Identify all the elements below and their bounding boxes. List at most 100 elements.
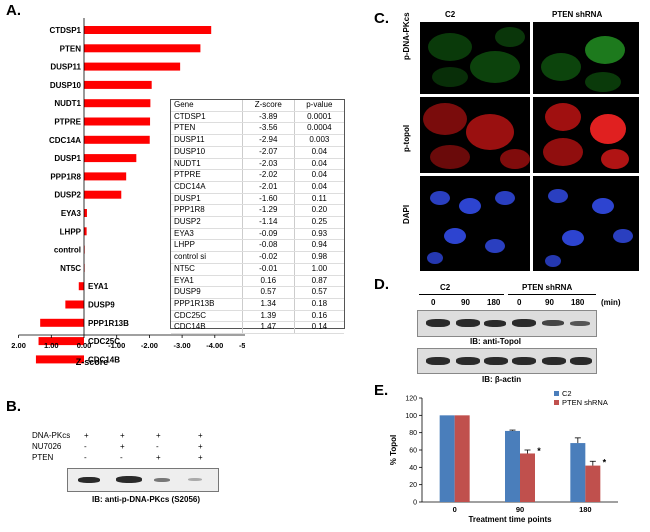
table-cell: -0.08 (242, 239, 295, 253)
x-tick-label: -5.00 (239, 341, 245, 350)
blot-band (570, 321, 590, 326)
bar-dusp1 (84, 154, 137, 163)
table-cell: -0.02 (242, 251, 295, 264)
table-row: DUSP9 0.57 0.57 (171, 286, 344, 299)
table-cell: -2.07 (242, 146, 295, 159)
table-row: PPP1R8 -1.29 0.20 (171, 204, 344, 218)
bar-cdc14b (35, 355, 84, 364)
table-cell: 1.39 (242, 310, 295, 323)
table-cell: PTPRE (171, 169, 243, 182)
bar-label-eya1: EYA1 (88, 282, 109, 291)
col-label-pten: PTEN shRNA (552, 10, 603, 19)
table-cell: DUSP11 (171, 134, 243, 147)
bar-c2-180 (570, 443, 586, 502)
table-header-row: Gene Z-score p-value (171, 100, 344, 112)
legend-swatch (554, 400, 559, 405)
table-cell: 1.00 (294, 263, 344, 276)
bar-label-ppp1r8: PPP1R8 (50, 172, 81, 181)
table-header-cell: Gene (171, 100, 243, 112)
treatment-mark: + (120, 431, 125, 440)
bar-label-cdc14a: CDC14A (49, 136, 81, 145)
x-tick-label: -4.00 (206, 341, 223, 350)
y-tick-label: 100 (405, 413, 417, 420)
table-cell: EYA3 (171, 228, 243, 241)
y-axis-title: % TopoI (389, 435, 398, 466)
time-label: 180 (571, 298, 585, 307)
x-axis-title: Treatment time points (468, 515, 552, 524)
table-row: PTEN -3.56 0.0004 (171, 122, 344, 136)
blot-band (78, 477, 100, 483)
table-cell: CDC25C (171, 310, 243, 323)
micrograph-c2-ptopoi (420, 97, 530, 173)
bar-pten-shrna-90 (520, 453, 535, 502)
treatment-mark: + (198, 442, 203, 451)
bar-ppp1r8 (84, 172, 127, 181)
table-cell: 0.16 (294, 310, 344, 323)
table-cell: 0.0001 (294, 111, 344, 124)
panel-a-label: A. (6, 2, 21, 19)
table-cell: 0.04 (294, 146, 344, 159)
bar-label-dusp10: DUSP10 (50, 81, 82, 90)
micrograph-c2-dapi (420, 176, 530, 271)
bar-dusp2 (84, 190, 122, 199)
x-tick-label: -3.00 (174, 341, 191, 350)
bar-label-control: control (54, 246, 81, 255)
table-header-cell: p-value (294, 100, 344, 112)
table-cell: NT5C (171, 263, 243, 276)
x-tick-label: 0.00 (77, 341, 92, 350)
x-tick-label: -2.00 (141, 341, 158, 350)
table-row: CDC14B 1.47 0.14 (171, 321, 344, 335)
table-row: DUSP1 -1.60 0.11 (171, 193, 344, 206)
bar-label-eya3: EYA3 (61, 209, 82, 218)
treatment-mark: - (84, 453, 87, 462)
x-tick-label: 0 (453, 505, 457, 514)
table-cell: 0.003 (294, 134, 344, 147)
micrograph-c2-pdnapkcs (420, 22, 530, 94)
bar-label-ppp1r13b: PPP1R13B (88, 319, 129, 328)
table-cell: 0.93 (294, 228, 344, 241)
bar-nudt1 (84, 99, 151, 108)
treatment-mark: - (120, 453, 123, 462)
table-cell: -2.03 (242, 158, 295, 171)
bar-lhpp (84, 227, 87, 236)
table-cell: -2.02 (242, 169, 295, 182)
table-cell: -1.14 (242, 216, 295, 229)
treatment-mark: - (156, 442, 159, 451)
treatment-label: DNA-PKcs (32, 431, 71, 440)
blot-band (116, 476, 142, 483)
group-c2: C2 (440, 283, 451, 292)
treatment-mark: + (156, 431, 161, 440)
blot-band (570, 357, 592, 365)
table-row: PTPRE -2.02 0.04 (171, 169, 344, 182)
table-cell: 0.14 (294, 321, 344, 335)
legend-label: C2 (562, 389, 572, 398)
y-tick-label: 40 (409, 465, 417, 472)
bar-c2-90 (505, 430, 520, 502)
table-cell: 0.57 (294, 286, 344, 299)
table-row: CDC25C 1.39 0.16 (171, 310, 344, 323)
bar-label-lhpp: LHPP (60, 227, 82, 236)
blot-band (426, 357, 450, 365)
actin-blot (417, 348, 597, 374)
table-cell: EYA1 (171, 275, 243, 288)
table-row: DUSP10 -2.07 0.04 (171, 146, 344, 159)
time-label: 90 (461, 298, 470, 307)
treatment-label: PTEN (32, 453, 54, 462)
blot-band (426, 319, 450, 327)
x-tick-label: 180 (579, 505, 592, 514)
table-cell: PTEN (171, 122, 243, 136)
z-score-table: Gene Z-score p-value CTDSP1 -3.89 0.0001 PTEN -… (170, 99, 345, 335)
table-row: EYA1 0.16 0.87 (171, 275, 344, 288)
bar-pten-shrna-180 (585, 465, 601, 502)
table-cell: -2.94 (242, 134, 295, 147)
table-row: DUSP2 -1.14 0.25 (171, 216, 344, 229)
x-tick-label: 90 (516, 505, 524, 514)
significance-star: * (603, 457, 607, 467)
table-cell: 0.20 (294, 204, 344, 218)
time-label: 180 (487, 298, 501, 307)
table-cell: DUSP1 (171, 193, 243, 206)
treatment-mark: + (198, 431, 203, 440)
table-row: CDC14A -2.01 0.04 (171, 181, 344, 194)
micrograph-pten-dapi (533, 176, 639, 271)
table-cell: LHPP (171, 239, 243, 253)
